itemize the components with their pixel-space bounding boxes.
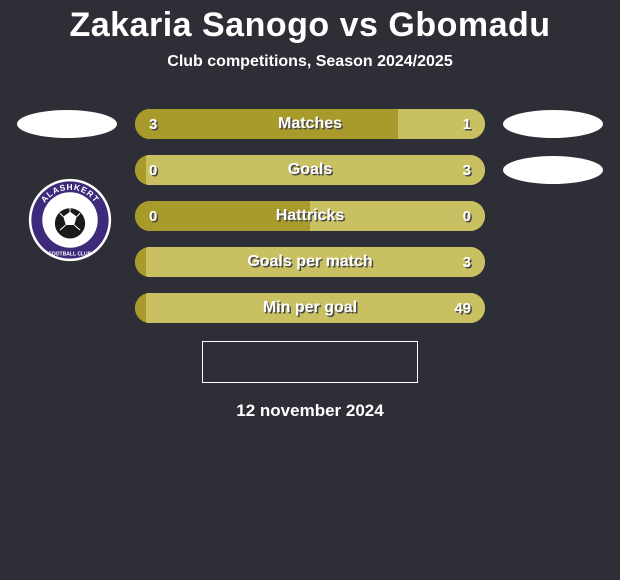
footer-label: FcTables.com xyxy=(270,352,382,372)
player-left-avatar xyxy=(17,110,117,138)
stat-bar: 31Matches xyxy=(135,109,485,139)
player-right-avatar xyxy=(503,156,603,184)
stat-row: 49Min per goal xyxy=(0,293,620,323)
page-title: Zakaria Sanogo vs Gbomadu xyxy=(0,6,620,45)
stat-label: Min per goal xyxy=(135,293,485,323)
stat-bar: 3Goals per match xyxy=(135,247,485,277)
spacer xyxy=(503,202,603,230)
stat-label: Matches xyxy=(135,109,485,139)
stat-row: 31Matches xyxy=(0,109,620,139)
stat-bar: 00Hattricks xyxy=(135,201,485,231)
svg-text:FOOTBALL CLUB: FOOTBALL CLUB xyxy=(49,251,92,257)
subtitle: Club competitions, Season 2024/2025 xyxy=(0,53,620,71)
date-label: 12 november 2024 xyxy=(0,401,620,421)
alashkert-badge-icon: ALASHKERT FOOTBALL CLUB xyxy=(28,178,112,262)
stat-bar: 03Goals xyxy=(135,155,485,185)
player-right-avatar xyxy=(503,110,603,138)
stat-label: Hattricks xyxy=(135,201,485,231)
comparison-widget: Zakaria Sanogo vs Gbomadu Club competiti… xyxy=(0,0,620,421)
stat-bar: 49Min per goal xyxy=(135,293,485,323)
chart-icon xyxy=(238,351,264,373)
spacer xyxy=(503,248,603,276)
spacer xyxy=(17,294,117,322)
stat-label: Goals per match xyxy=(135,247,485,277)
club-badge: ALASHKERT FOOTBALL CLUB xyxy=(28,178,112,262)
footer-attribution[interactable]: FcTables.com xyxy=(202,341,418,383)
stat-label: Goals xyxy=(135,155,485,185)
spacer xyxy=(503,294,603,322)
